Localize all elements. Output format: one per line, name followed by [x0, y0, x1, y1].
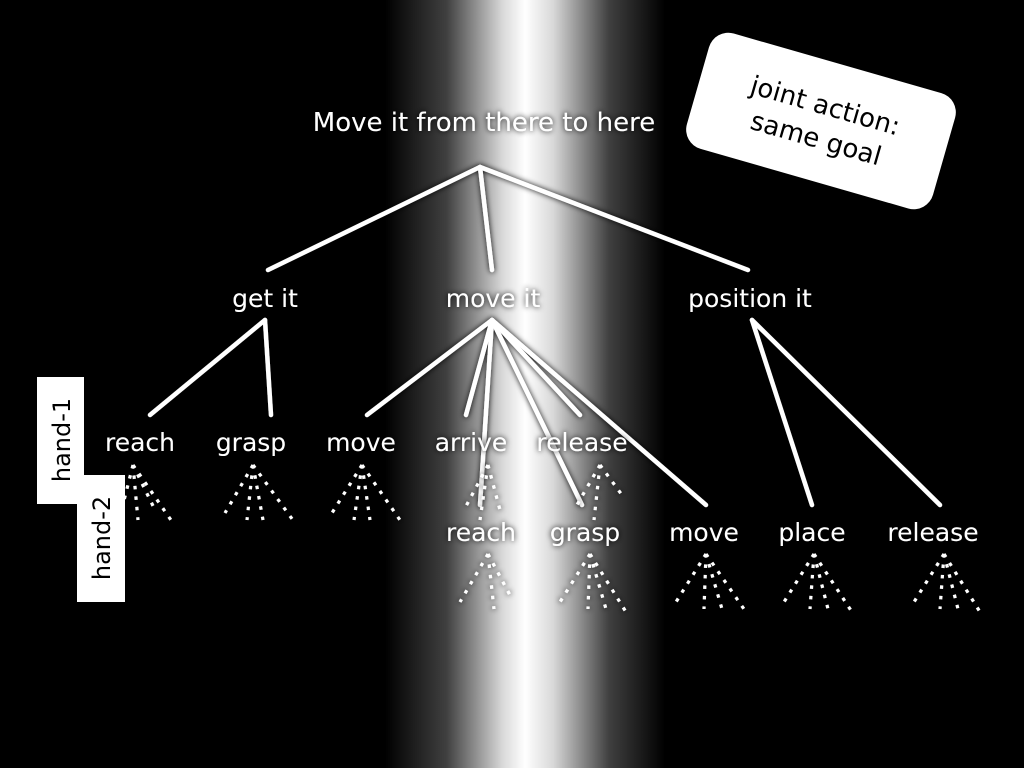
edge-move-h1release: [489, 317, 583, 418]
edge-goal-position: [477, 164, 751, 273]
hand1-label: hand-1: [48, 398, 76, 482]
callout-box: [686, 32, 956, 210]
edge-move-h2move: [489, 317, 709, 508]
hand2-action-reach: reach: [446, 518, 516, 547]
edge-goal-get: [265, 164, 483, 273]
edge-get-grasp: [262, 317, 274, 418]
hand1-action-reach: reach: [105, 428, 175, 457]
edge-goal-move: [477, 164, 495, 273]
edge-get-reach: [147, 317, 268, 418]
hand2-action-release: release: [887, 518, 978, 547]
edge-position-release: [749, 317, 943, 508]
edge-move-h1move: [364, 317, 495, 418]
hand1-action-grasp: grasp: [216, 428, 286, 457]
node-labels: Move it from there to here get it move i…: [105, 108, 979, 547]
hand1-action-move: move: [326, 428, 396, 457]
hand2-action-place: place: [778, 518, 845, 547]
hand1-action-release: release: [536, 428, 627, 457]
dotted-subtrees: [117, 464, 982, 613]
subgoal-get-it: get it: [232, 284, 298, 313]
hand2-tag-box: [77, 475, 125, 602]
hand1-tag: hand-1: [37, 377, 84, 504]
hand2-action-move: move: [669, 518, 739, 547]
edge-position-place: [749, 317, 815, 508]
tree-edges: [147, 164, 943, 508]
goal-label: Move it from there to here: [313, 108, 655, 138]
joint-action-callout: joint action: same goal: [686, 32, 956, 210]
subgoal-position-it: position it: [688, 284, 812, 313]
hand2-label: hand-2: [88, 496, 116, 580]
subgoal-move-it: move it: [446, 284, 541, 313]
subtree-h2-reach: [458, 553, 514, 610]
edge-move-arrive: [463, 317, 495, 418]
subtree-h1-release: [572, 464, 624, 521]
subtree-h1-arrive: [462, 464, 502, 521]
hand1-tag-box: [37, 377, 84, 504]
hand1-action-arrive: arrive: [435, 428, 508, 457]
edge-move-h2grasp: [489, 317, 585, 508]
hand2-tag: hand-2: [77, 475, 125, 602]
hand2-action-grasp: grasp: [550, 518, 620, 547]
